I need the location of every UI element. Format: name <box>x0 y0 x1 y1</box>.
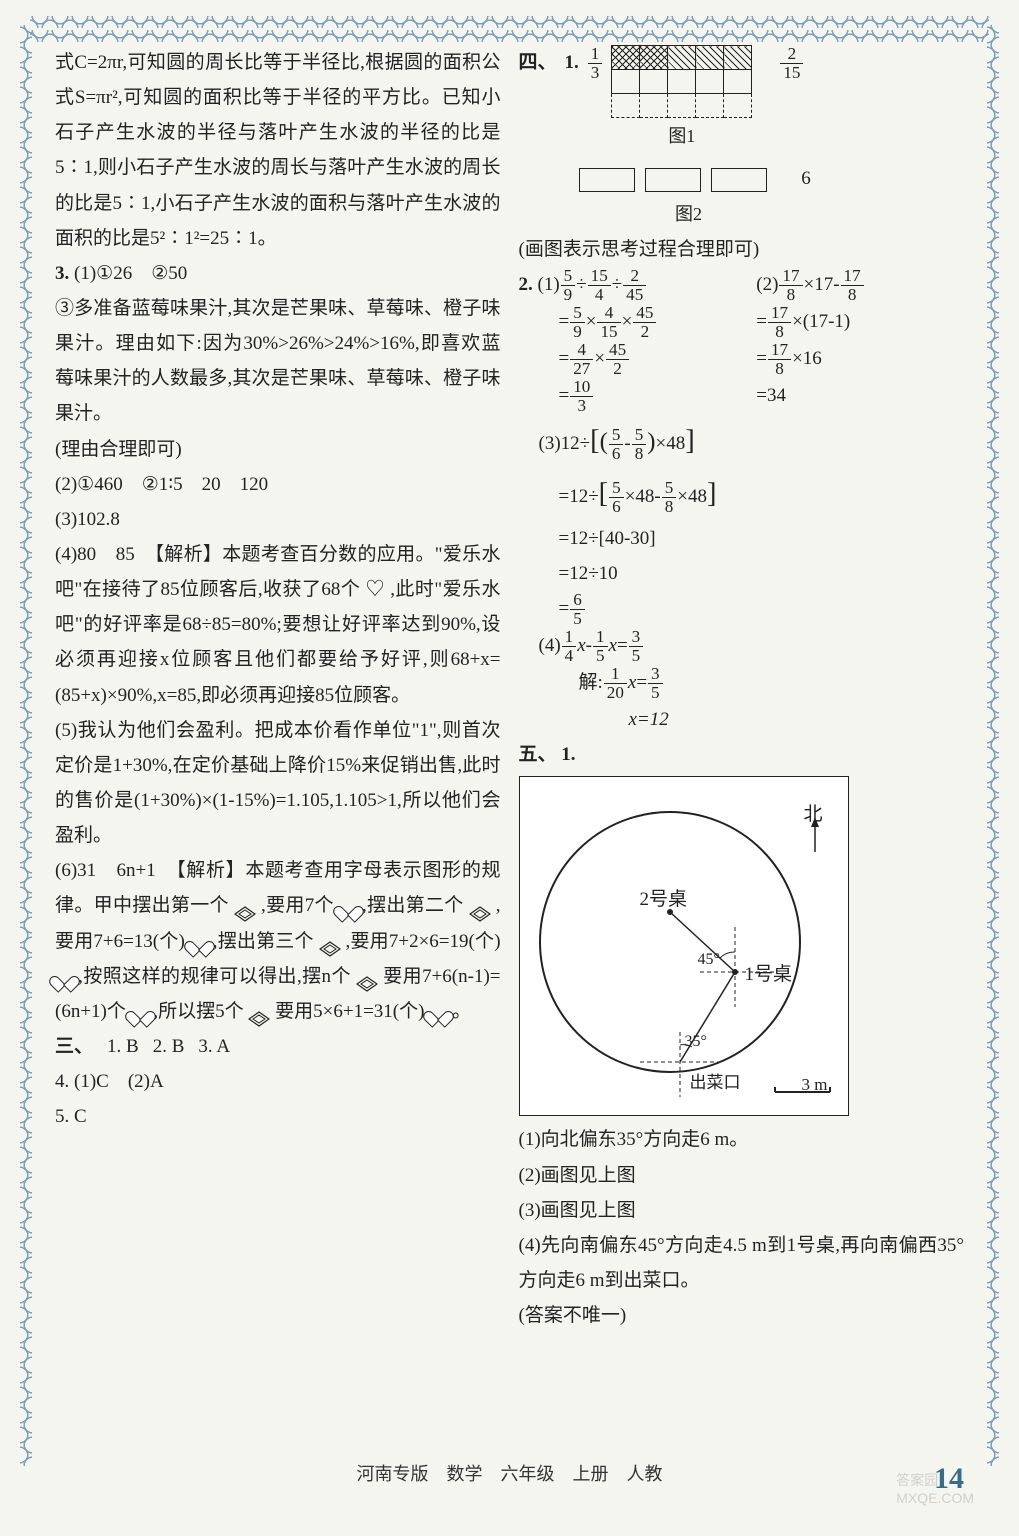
eq4-line1: (4)14x-15x=35 <box>519 628 965 665</box>
diamond-icon <box>234 899 256 915</box>
q3-1-note: (理由合理即可) <box>55 432 501 467</box>
page-content: 式C=2πr,可知圆的周长比等于半径比,根据圆的面积公式S=πr²,可知圆的面积… <box>55 45 964 1446</box>
circle-diagram: 北 2号桌 45° 1号桌 35° 出菜口 3 m <box>519 776 849 1116</box>
figure-1: 图1 <box>611 45 752 153</box>
eq3-line1: (3)12÷[(56-58)×48] <box>519 415 965 468</box>
wave-left <box>20 25 32 1466</box>
left-column: 式C=2πr,可知圆的周长比等于半径比,根据圆的面积公式S=πr²,可知圆的面积… <box>55 45 501 1446</box>
heart-icon <box>339 899 357 915</box>
q3-6c: ,摆出第二个 <box>362 895 464 916</box>
frac-1-3: 13 <box>588 45 603 82</box>
ans-3: (3)画图见上图 <box>519 1193 965 1228</box>
angle-35: 35° <box>685 1027 707 1057</box>
fig1-caption: 图1 <box>611 120 752 153</box>
watermark-line2: MXQE.COM <box>896 1490 974 1506</box>
s3-2: 2. B <box>153 1029 185 1064</box>
exit-label: 出菜口 <box>690 1067 741 1098</box>
q3-num: 3. <box>55 263 69 284</box>
q3-6e: ,摆出第三个 <box>213 931 314 952</box>
s3-4: 4. (1)C (2)A <box>55 1064 501 1099</box>
wave-top <box>30 16 989 28</box>
q3-1-content: (1)①26 ②50 <box>74 263 187 284</box>
section-4-row: 四、 1. 13 图1 215 <box>519 45 965 153</box>
s3-1: 1. B <box>107 1029 139 1064</box>
eq4-line3: x=12 <box>519 702 965 737</box>
q3-6j: 要用5×6+1=31(个) <box>275 1001 424 1022</box>
q3-6g: ,按照这样的规律可以得出,摆n个 <box>78 966 351 987</box>
eq1-line3: =427×452 <box>519 341 727 378</box>
eq2-line1: (2)178×17-178 <box>756 267 964 304</box>
diamond-icon <box>469 899 491 915</box>
q3-6k: 。 <box>452 1001 471 1022</box>
right-column: 四、 1. 13 图1 215 6 图2 (画图表示思考过程合理即可) <box>519 45 965 1446</box>
frac-2-15: 215 <box>780 45 803 82</box>
s5-1: 1. <box>561 744 575 765</box>
ans-4: (4)先向南偏东45°方向走4.5 m到1号桌,再向南偏西35°方向走6 m到出… <box>519 1228 965 1298</box>
eq4-line2: 解:120x=35 <box>519 665 965 702</box>
ans-note: (答案不唯一) <box>519 1298 965 1333</box>
heart-icon <box>190 934 208 950</box>
s3-5: 5. C <box>55 1099 501 1134</box>
q3-6: (6)31 6n+1 【解析】本题考查用字母表示图形的规律。甲中摆出第一个 ,要… <box>55 853 501 1029</box>
eq3-line2: =12÷[56×48-58×48] <box>519 468 965 521</box>
section-3: 三、 <box>55 1029 93 1064</box>
q3-6f: ,要用7+2×6=19(个) <box>346 931 501 952</box>
eq3-line5: =65 <box>519 591 965 628</box>
north-label: 北 <box>803 797 822 832</box>
fig2-caption: 图2 <box>579 198 799 231</box>
page-footer: 河南专版 数学 六年级 上册 人教 <box>0 1460 1019 1486</box>
circle-svg <box>520 777 850 1117</box>
heart-icon <box>429 1004 447 1020</box>
figure-2: 6 图2 <box>519 161 965 231</box>
q3-2: (2)①460 ②1∶5 20 120 <box>55 467 501 502</box>
watermark-line1: 答案园 <box>896 1470 974 1490</box>
fig-note: (画图表示思考过程合理即可) <box>519 232 965 267</box>
eq1-line4: =103 <box>519 378 727 415</box>
q3-5: (5)我认为他们会盈利。把成本价看作单位"1",则首次定价是1+30%,在定价基… <box>55 713 501 854</box>
table1-label: 1号桌 <box>745 957 793 992</box>
q3-6i: ,所以摆5个 <box>153 1001 243 1022</box>
watermark: 答案园 MXQE.COM <box>896 1470 974 1506</box>
section-5: 五、 <box>519 744 557 765</box>
fig2-num: 6 <box>801 168 811 189</box>
para-formula: 式C=2πr,可知圆的周长比等于半径比,根据圆的面积公式S=πr²,可知圆的面积… <box>55 45 501 256</box>
heart-icon <box>131 1004 149 1020</box>
q3-6b: ,要用7个 <box>261 895 334 916</box>
eq1-line1: 2. (1)59÷154÷245 <box>519 267 727 304</box>
eq3-line3: =12÷[40-30] <box>519 521 965 556</box>
wave-right <box>987 25 999 1466</box>
eq3-line4: =12÷10 <box>519 556 965 591</box>
q3-3: (3)102.8 <box>55 502 501 537</box>
s3-3: 3. A <box>198 1029 230 1064</box>
wave-top2 <box>30 30 989 42</box>
q3-1: 3. (1)①26 ②50 <box>55 256 501 291</box>
section-3-row1: 三、 1. B 2. B 3. A <box>55 1029 501 1064</box>
section-5-row: 五、 1. <box>519 737 965 772</box>
ans-2: (2)画图见上图 <box>519 1158 965 1193</box>
diamond-icon <box>319 934 341 950</box>
angle-45: 45° <box>698 945 720 975</box>
table2-label: 2号桌 <box>640 882 688 917</box>
s4-1: 1. <box>565 45 579 80</box>
heart-icon <box>55 969 73 985</box>
eq2-line4: =34 <box>756 378 964 413</box>
section-4: 四、 <box>519 45 557 80</box>
ans-1: (1)向北偏东35°方向走6 m。 <box>519 1122 965 1157</box>
q3-4: (4)80 85 【解析】本题考查百分数的应用。"爱乐水吧"在接待了85位顾客后… <box>55 537 501 713</box>
eq1-line2: =59×415×452 <box>519 304 727 341</box>
eq2-line2: =178×(17-1) <box>756 304 964 341</box>
q3-1-3: ③多准备蓝莓味果汁,其次是芒果味、草莓味、橙子味果汁。理由如下:因为30%>26… <box>55 291 501 432</box>
eq2-line3: =178×16 <box>756 341 964 378</box>
eq-2-block: 2. (1)59÷154÷245 =59×415×452 =427×452 =1… <box>519 267 965 415</box>
diamond-icon <box>356 969 378 985</box>
diamond-icon <box>248 1004 270 1020</box>
scale-label: 3 m <box>802 1069 828 1100</box>
